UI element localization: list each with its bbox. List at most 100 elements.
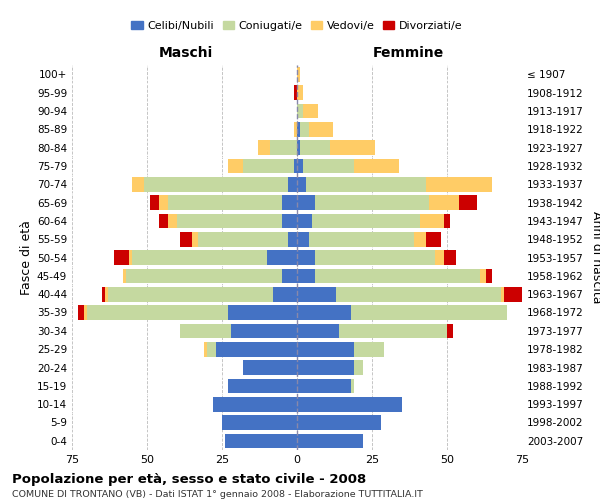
Bar	[168, 214, 177, 228]
Bar	[129, 250, 132, 265]
Bar	[297, 415, 381, 430]
Bar	[204, 342, 207, 356]
Bar	[459, 195, 477, 210]
Bar	[207, 342, 216, 356]
Bar	[123, 268, 126, 283]
Bar	[297, 67, 300, 82]
Bar	[177, 214, 282, 228]
Bar	[84, 305, 87, 320]
Bar	[126, 268, 282, 283]
Bar	[303, 158, 354, 173]
Bar	[297, 360, 354, 375]
Bar	[354, 360, 363, 375]
Bar	[297, 104, 303, 118]
Bar	[216, 342, 297, 356]
Text: Popolazione per età, sesso e stato civile - 2008: Popolazione per età, sesso e stato civil…	[12, 472, 366, 486]
Bar	[297, 305, 351, 320]
Bar	[273, 287, 297, 302]
Bar	[297, 140, 300, 155]
Bar	[444, 250, 456, 265]
Bar	[306, 177, 426, 192]
Bar	[294, 85, 297, 100]
Bar	[315, 250, 435, 265]
Bar	[282, 268, 297, 283]
Y-axis label: Fasce di età: Fasce di età	[20, 220, 33, 295]
Bar	[213, 397, 297, 411]
Bar	[108, 287, 273, 302]
Bar	[297, 232, 309, 246]
Bar	[198, 232, 288, 246]
Bar	[297, 342, 354, 356]
Bar	[297, 287, 336, 302]
Bar	[228, 378, 297, 393]
Bar	[294, 122, 297, 136]
Bar	[435, 250, 444, 265]
Bar	[180, 324, 231, 338]
Bar	[429, 195, 459, 210]
Bar	[180, 232, 192, 246]
Bar	[309, 122, 333, 136]
Bar	[144, 177, 288, 192]
Bar	[159, 195, 168, 210]
Text: Femmine: Femmine	[373, 46, 443, 60]
Bar	[288, 232, 297, 246]
Bar	[228, 158, 243, 173]
Bar	[339, 324, 447, 338]
Bar	[447, 324, 453, 338]
Bar	[228, 305, 297, 320]
Bar	[288, 177, 297, 192]
Bar	[192, 232, 198, 246]
Bar	[486, 268, 492, 283]
Bar	[297, 268, 315, 283]
Bar	[297, 324, 339, 338]
Bar	[336, 287, 501, 302]
Legend: Celibi/Nubili, Coniugati/e, Vedovi/e, Divorziati/e: Celibi/Nubili, Coniugati/e, Vedovi/e, Di…	[127, 16, 467, 36]
Bar	[222, 415, 297, 430]
Bar	[501, 287, 504, 302]
Bar	[243, 158, 294, 173]
Bar	[105, 287, 108, 302]
Bar	[282, 214, 297, 228]
Bar	[159, 214, 168, 228]
Bar	[300, 140, 330, 155]
Bar	[297, 85, 303, 100]
Bar	[315, 268, 480, 283]
Y-axis label: Anni di nascita: Anni di nascita	[590, 211, 600, 304]
Bar	[294, 158, 297, 173]
Bar	[354, 342, 384, 356]
Bar	[330, 140, 375, 155]
Bar	[300, 122, 309, 136]
Bar	[480, 268, 486, 283]
Bar	[231, 324, 297, 338]
Bar	[270, 140, 297, 155]
Bar	[132, 250, 267, 265]
Bar	[297, 158, 303, 173]
Bar	[102, 287, 105, 302]
Bar	[444, 214, 450, 228]
Bar	[309, 232, 414, 246]
Bar	[354, 158, 399, 173]
Bar	[243, 360, 297, 375]
Bar	[78, 305, 84, 320]
Bar	[414, 232, 426, 246]
Bar	[297, 122, 300, 136]
Bar	[312, 214, 420, 228]
Bar	[114, 250, 129, 265]
Text: COMUNE DI TRONTANO (VB) - Dati ISTAT 1° gennaio 2008 - Elaborazione TUTTITALIA.I: COMUNE DI TRONTANO (VB) - Dati ISTAT 1° …	[12, 490, 423, 499]
Bar	[351, 305, 507, 320]
Bar	[504, 287, 522, 302]
Bar	[297, 214, 312, 228]
Bar	[297, 195, 315, 210]
Bar	[132, 177, 144, 192]
Bar	[303, 104, 318, 118]
Bar	[267, 250, 297, 265]
Bar	[258, 140, 270, 155]
Bar	[315, 195, 429, 210]
Bar	[426, 177, 492, 192]
Bar	[297, 378, 351, 393]
Text: Maschi: Maschi	[159, 46, 213, 60]
Bar	[87, 305, 228, 320]
Bar	[297, 177, 306, 192]
Bar	[282, 195, 297, 210]
Bar	[168, 195, 282, 210]
